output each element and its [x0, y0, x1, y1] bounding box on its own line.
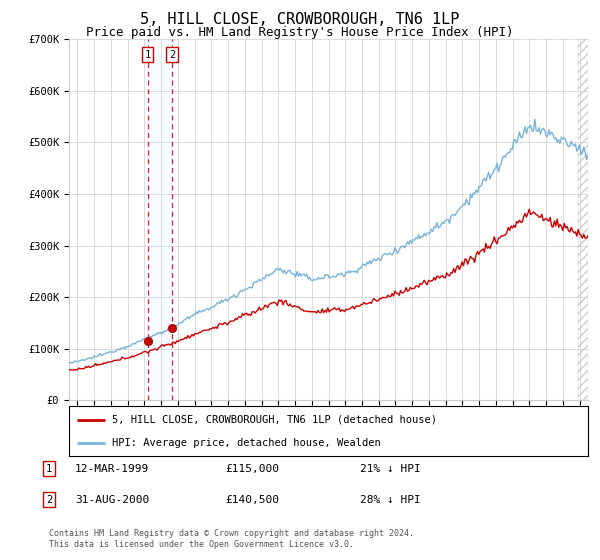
Text: 2: 2: [169, 50, 175, 60]
Text: 1: 1: [145, 50, 151, 60]
Text: 2: 2: [46, 494, 52, 505]
Text: Price paid vs. HM Land Registry's House Price Index (HPI): Price paid vs. HM Land Registry's House …: [86, 26, 514, 39]
Text: 28% ↓ HPI: 28% ↓ HPI: [360, 494, 421, 505]
Text: Contains HM Land Registry data © Crown copyright and database right 2024.
This d: Contains HM Land Registry data © Crown c…: [49, 529, 414, 549]
Text: 21% ↓ HPI: 21% ↓ HPI: [360, 464, 421, 474]
Text: 31-AUG-2000: 31-AUG-2000: [75, 494, 149, 505]
Text: £140,500: £140,500: [225, 494, 279, 505]
Text: 5, HILL CLOSE, CROWBOROUGH, TN6 1LP: 5, HILL CLOSE, CROWBOROUGH, TN6 1LP: [140, 12, 460, 27]
Bar: [148, 39, 172, 400]
Text: £115,000: £115,000: [225, 464, 279, 474]
Text: 12-MAR-1999: 12-MAR-1999: [75, 464, 149, 474]
Text: HPI: Average price, detached house, Wealden: HPI: Average price, detached house, Weal…: [112, 438, 380, 448]
Text: 1: 1: [46, 464, 52, 474]
Text: 5, HILL CLOSE, CROWBOROUGH, TN6 1LP (detached house): 5, HILL CLOSE, CROWBOROUGH, TN6 1LP (det…: [112, 414, 437, 424]
